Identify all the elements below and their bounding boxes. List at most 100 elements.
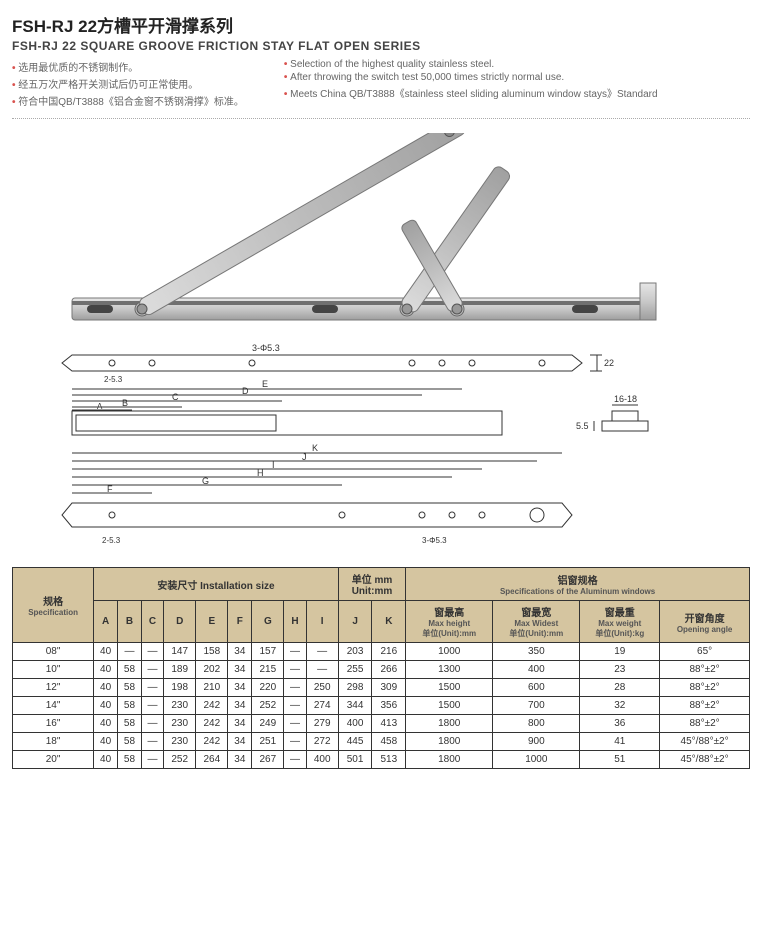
cell: 34 [228,697,252,715]
cell: 220 [252,679,284,697]
dim-5-5: 5.5 [576,421,589,431]
spec-table: 规格 Specification 安装尺寸 Installation size … [12,567,750,769]
cell: — [118,643,142,661]
cell: — [141,679,163,697]
dim-A: A [97,402,103,411]
cell: 266 [372,661,406,679]
cell: 40 [94,679,118,697]
cell: 16" [13,715,94,733]
col-J: J [338,601,372,643]
cell: 1000 [493,751,580,769]
hdr-unit: 单位 mm Unit:mm [338,568,405,601]
cell: 1800 [406,715,493,733]
table-row: 10"4058—18920234215——25526613004002388°±… [13,661,750,679]
cell: — [141,715,163,733]
cell: 65° [660,643,750,661]
divider [12,118,750,119]
cell: 1800 [406,733,493,751]
cell: 1000 [406,643,493,661]
cell: 14" [13,697,94,715]
table-row: 18"4058—23024234251—27244545818009004145… [13,733,750,751]
cell: 189 [164,661,196,679]
cell: 264 [196,751,228,769]
col-C: C [141,601,163,643]
cell: 1800 [406,751,493,769]
bullet: Meets China QB/T3888《stainless steel sli… [284,85,658,100]
cell: 88°±2° [660,697,750,715]
cell: 45°/88°±2° [660,751,750,769]
col-D: D [164,601,196,643]
cell: 40 [94,715,118,733]
cell: 458 [372,733,406,751]
cell: — [306,643,338,661]
dim-I: I [272,460,275,470]
cell: 400 [306,751,338,769]
cell: 215 [252,661,284,679]
dim-J: J [302,452,307,462]
cell: 400 [493,661,580,679]
cell: 900 [493,733,580,751]
cell: 157 [252,643,284,661]
col-spec: 规格 Specification [13,568,94,643]
dim-22: 22 [604,358,614,368]
col-G: G [252,601,284,643]
cell: 216 [372,643,406,661]
col-maxh: 窗最高 Max height 单位(Unit):mm [406,601,493,643]
cell: — [141,661,163,679]
cell: 230 [164,697,196,715]
cell: 40 [94,733,118,751]
cell: 600 [493,679,580,697]
cell: 1500 [406,679,493,697]
col-F: F [228,601,252,643]
hdr-install: 安装尺寸 Installation size [94,568,339,601]
table-row: 12"4058—19821034220—25029830915006002888… [13,679,750,697]
cell: 10" [13,661,94,679]
col-H: H [284,601,306,643]
cell: 88°±2° [660,679,750,697]
cell: 242 [196,697,228,715]
cell: 58 [118,733,142,751]
cell: 400 [338,715,372,733]
cell: — [284,679,306,697]
cell: 513 [372,751,406,769]
cell: 309 [372,679,406,697]
cell: 28 [580,679,660,697]
cell: — [284,661,306,679]
cell: 230 [164,715,196,733]
cell: 34 [228,715,252,733]
cell: 350 [493,643,580,661]
bullet: 经五万次严格开关测试后仍可正常使用。 [12,76,244,91]
cell: 203 [338,643,372,661]
cell: 58 [118,697,142,715]
cell: 58 [118,751,142,769]
cell: 23 [580,661,660,679]
bullets-right: Selection of the highest quality stainle… [284,59,658,108]
cell: 252 [164,751,196,769]
cell: 1300 [406,661,493,679]
table-row: 14"4058—23024234252—27434435615007003288… [13,697,750,715]
dim-2-53: 2-5.3 [104,375,123,384]
cell: 08" [13,643,94,661]
dim-C: C [172,392,179,402]
cell: 40 [94,751,118,769]
cell: 12" [13,679,94,697]
col-E: E [196,601,228,643]
dim-F: F [107,484,113,494]
cell: 58 [118,661,142,679]
cell: 34 [228,733,252,751]
dim-3phi: 3-Φ5.3 [252,343,280,353]
cell: 242 [196,733,228,751]
cell: — [284,715,306,733]
cell: 251 [252,733,284,751]
cell: 250 [306,679,338,697]
cell: 202 [196,661,228,679]
bullet: Selection of the highest quality stainle… [284,59,658,70]
cell: — [284,643,306,661]
bullet: 选用最优质的不锈钢制作。 [12,59,244,74]
cell: 88°±2° [660,661,750,679]
cell: 147 [164,643,196,661]
cell: 279 [306,715,338,733]
bullet: 符合中国QB/T3888《铝合金窗不锈钢滑撑》标准。 [12,93,244,108]
col-B: B [118,601,142,643]
cell: 210 [196,679,228,697]
